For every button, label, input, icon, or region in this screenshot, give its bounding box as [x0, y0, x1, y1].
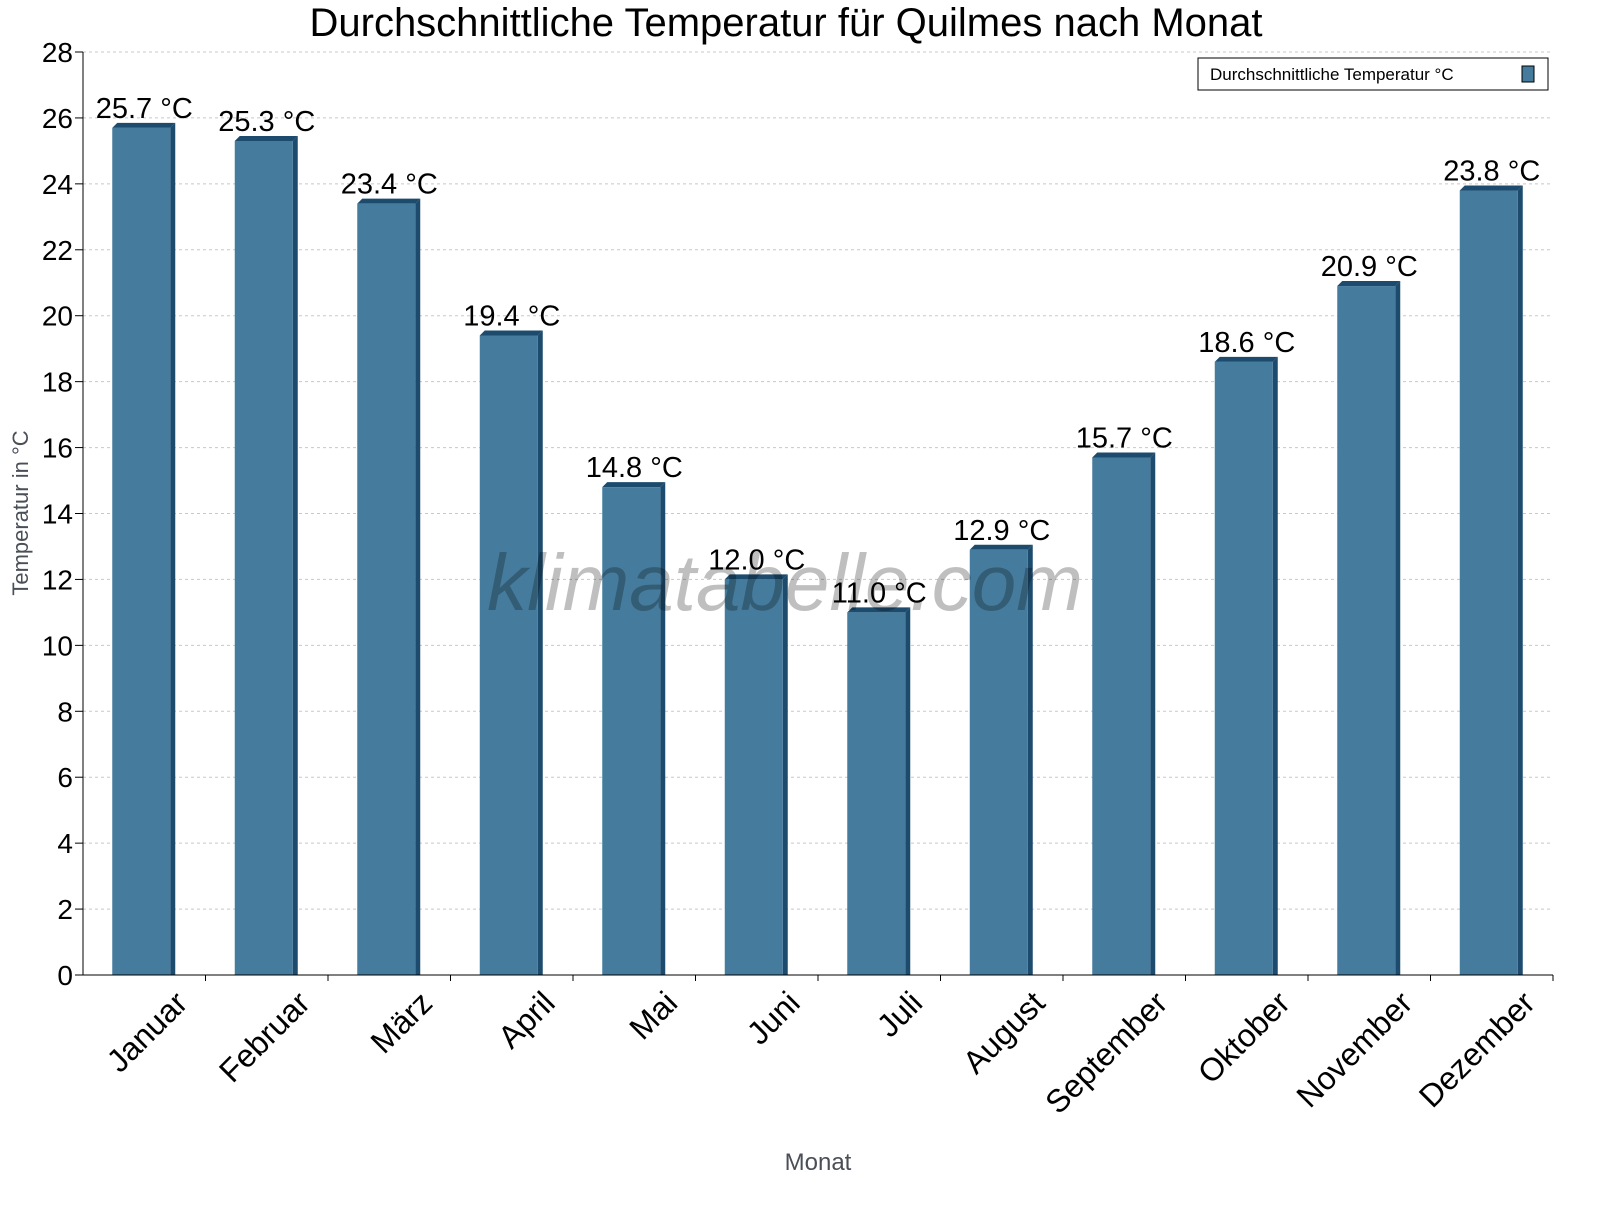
- y-tick-label: 14: [42, 499, 73, 530]
- bar: [969, 549, 1028, 975]
- y-axis-label: Temperatur in °C: [8, 430, 33, 595]
- data-label: 19.4 °C: [463, 300, 560, 332]
- data-label: 25.3 °C: [218, 106, 315, 138]
- data-label: 23.4 °C: [341, 169, 438, 201]
- y-tick-label: 26: [42, 103, 73, 134]
- bar-top: [1092, 452, 1156, 458]
- data-label: 25.7 °C: [96, 93, 193, 125]
- bar: [357, 203, 416, 975]
- x-tick-label: April: [491, 984, 562, 1055]
- y-tick-label: 12: [42, 564, 73, 595]
- bar-top: [1337, 281, 1401, 287]
- y-tick-label: 16: [42, 433, 73, 464]
- x-tick-label: Juli: [870, 984, 929, 1043]
- bar: [1214, 361, 1273, 976]
- bar-top: [1459, 185, 1523, 191]
- watermark: klimatabelle.com: [487, 538, 1083, 627]
- y-tick-label: 10: [42, 630, 73, 661]
- data-label: 15.7 °C: [1076, 422, 1173, 454]
- bar-top: [112, 122, 176, 128]
- bar: [479, 335, 538, 975]
- data-labels: 25.7 °C 25.3 °C 23.4 °C 19.4 °C 14.8 °C 12.0 …: [96, 93, 1541, 610]
- bar-side: [1517, 185, 1523, 975]
- bar-top: [724, 574, 788, 580]
- y-tick-label: 4: [57, 828, 73, 859]
- bar-side: [1395, 281, 1401, 976]
- gridlines: [83, 51, 1553, 910]
- data-label: 12.9 °C: [953, 515, 1050, 547]
- data-label: 18.6 °C: [1198, 327, 1295, 359]
- bar-side: [1272, 356, 1278, 976]
- bar: [602, 487, 661, 975]
- data-label: 11.0 °C: [832, 577, 927, 609]
- bar: [234, 141, 293, 976]
- bar: [1092, 457, 1151, 976]
- bar-side: [660, 482, 666, 975]
- bar-top: [234, 136, 298, 142]
- data-label: 23.8 °C: [1443, 155, 1540, 187]
- bar-side: [905, 607, 911, 975]
- legend[interactable]: Durchschnittliche Temperatur °C: [1197, 57, 1549, 91]
- y-tick-label: 8: [57, 696, 73, 727]
- y-tick-label: 18: [42, 367, 73, 398]
- bar-top: [479, 330, 543, 336]
- x-tick-label: Oktober: [1191, 984, 1297, 1090]
- x-tick-label: März: [363, 984, 439, 1060]
- x-tick-label: Dezember: [1412, 984, 1542, 1114]
- bar-side: [170, 122, 176, 975]
- bar-top: [969, 544, 1033, 550]
- bar-side: [415, 198, 421, 975]
- x-tick-label: Juni: [740, 984, 807, 1051]
- bar-top: [357, 198, 421, 204]
- bar: [112, 127, 171, 975]
- y-tick-label: 20: [42, 301, 73, 332]
- data-label: 12.0 °C: [708, 544, 805, 576]
- x-tick-label: Mai: [622, 984, 684, 1046]
- bar-side: [537, 330, 543, 975]
- legend-label: Durchschnittliche Temperatur °C: [1210, 65, 1454, 84]
- data-label: 20.9 °C: [1321, 251, 1418, 283]
- bar: [724, 579, 783, 975]
- bar-side: [1027, 544, 1033, 975]
- bar-top: [847, 607, 911, 613]
- x-tick-label: August: [956, 984, 1052, 1080]
- y-tick-label: 0: [57, 960, 73, 991]
- x-tick-label: Januar: [100, 984, 195, 1079]
- bar: [1459, 190, 1518, 975]
- bar: [847, 612, 906, 975]
- bar: [1337, 286, 1396, 976]
- y-tick-label: 6: [57, 762, 73, 793]
- x-tick-label: September: [1038, 984, 1174, 1120]
- y-tick-label: 24: [42, 169, 73, 200]
- bar-side: [292, 136, 298, 976]
- x-tick-label: November: [1289, 984, 1419, 1114]
- data-label: 14.8 °C: [586, 452, 683, 484]
- bar-side: [782, 574, 788, 975]
- x-axis-label: Monat: [785, 1149, 852, 1176]
- y-tick-label: 28: [42, 37, 73, 68]
- bars: [112, 122, 1523, 976]
- bar-top: [602, 482, 666, 488]
- bar-side: [1150, 452, 1156, 976]
- bar-top: [1214, 356, 1278, 362]
- chart-title: Durchschnittliche Temperatur für Quilmes…: [309, 1, 1262, 45]
- y-tick-label: 2: [57, 894, 73, 925]
- y-tick-label: 22: [42, 235, 73, 266]
- legend-swatch: [1521, 65, 1535, 83]
- x-tick-label: Februar: [212, 984, 317, 1089]
